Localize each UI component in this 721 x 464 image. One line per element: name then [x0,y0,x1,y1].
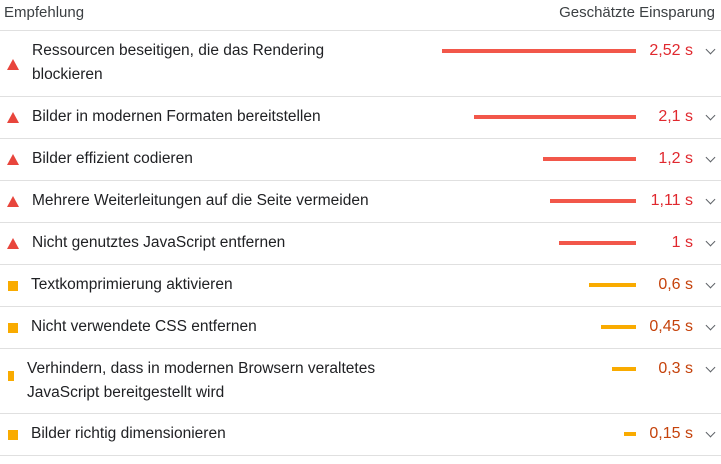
opportunity-title: Bilder richtig dimensionieren [31,425,226,442]
table-header: Empfehlung Geschätzte Einsparung [0,0,721,31]
savings-value: 2,52 s [649,42,693,59]
chevron-down-icon[interactable] [705,427,716,438]
opportunity-list: Ressourcen beseitigen, die das Rendering… [0,31,721,456]
warning-triangle-icon [7,154,19,165]
savings-value: 0,3 s [658,360,693,377]
chevron-down-icon[interactable] [705,236,716,247]
medium-severity-square-icon [8,281,18,291]
savings-bar [624,432,636,436]
savings-bar [559,241,636,245]
column-header-savings: Geschätzte Einsparung [559,4,715,21]
savings-value: 2,1 s [658,108,693,125]
warning-triangle-icon [7,112,19,123]
warning-triangle-icon [7,238,19,249]
chevron-down-icon[interactable] [705,362,716,373]
savings-value: 0,15 s [649,425,693,442]
savings-bar [543,157,636,161]
opportunity-row-unused-javascript[interactable]: Nicht genutztes JavaScript entfernen 1 s [0,223,721,265]
savings-bar [474,115,636,119]
chevron-down-icon[interactable] [705,320,716,331]
warning-triangle-icon [7,59,19,70]
column-header-recommendation: Empfehlung [4,4,85,21]
chevron-down-icon[interactable] [705,44,716,55]
chevron-down-icon[interactable] [705,194,716,205]
opportunity-row-render-blocking[interactable]: Ressourcen beseitigen, die das Rendering… [0,31,721,97]
chevron-down-icon[interactable] [705,278,716,289]
savings-bar [601,325,636,329]
opportunity-title: Nicht verwendete CSS entfernen [31,318,257,335]
opportunity-row-properly-size-images[interactable]: Bilder richtig dimensionieren 0,15 s [0,414,721,456]
medium-severity-square-icon [8,323,18,333]
medium-severity-square-icon [8,371,14,381]
opportunity-title: Ressourcen beseitigen, die das Rendering… [32,42,325,83]
opportunity-title: Nicht genutztes JavaScript entfernen [32,234,286,251]
chevron-down-icon[interactable] [705,110,716,121]
opportunity-row-efficient-images[interactable]: Bilder effizient codieren 1,2 s [0,139,721,181]
opportunity-title: Bilder effizient codieren [32,150,193,167]
opportunity-row-unused-css[interactable]: Nicht verwendete CSS entfernen 0,45 s [0,307,721,349]
savings-bar [442,49,636,53]
savings-bar [612,367,636,371]
savings-value: 1,11 s [650,192,693,209]
warning-triangle-icon [7,196,19,207]
savings-value: 0,45 s [649,318,693,335]
savings-value: 1 s [671,234,693,251]
opportunity-row-legacy-javascript[interactable]: Verhindern, dass in modernen Browsern ve… [0,349,721,414]
savings-value: 1,2 s [658,150,693,167]
savings-bar [550,199,636,203]
opportunity-row-modern-image-formats[interactable]: Bilder in modernen Formaten bereitstelle… [0,97,721,139]
opportunity-title: Bilder in modernen Formaten bereitstelle… [32,108,321,125]
medium-severity-square-icon [8,430,18,440]
opportunity-title: Textkomprimierung aktivieren [31,276,233,293]
opportunity-title: Verhindern, dass in modernen Browsern ve… [27,360,376,401]
opportunity-title: Mehrere Weiterleitungen auf die Seite ve… [32,192,369,209]
opportunity-row-redirects[interactable]: Mehrere Weiterleitungen auf die Seite ve… [0,181,721,223]
opportunity-row-text-compression[interactable]: Textkomprimierung aktivieren 0,6 s [0,265,721,307]
chevron-down-icon[interactable] [705,152,716,163]
savings-value: 0,6 s [658,276,693,293]
savings-bar [589,283,636,287]
